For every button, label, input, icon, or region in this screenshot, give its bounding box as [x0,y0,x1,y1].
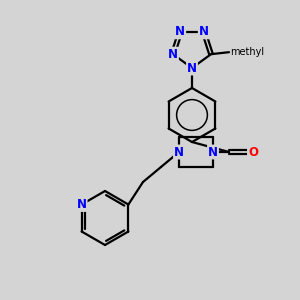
Text: N: N [208,146,218,158]
Text: N: N [187,61,197,74]
Text: O: O [248,146,258,158]
Text: N: N [199,25,209,38]
Text: N: N [168,48,178,61]
Text: N: N [175,25,185,38]
Text: N: N [76,198,87,211]
Text: N: N [174,146,184,158]
Text: methyl: methyl [230,47,264,57]
